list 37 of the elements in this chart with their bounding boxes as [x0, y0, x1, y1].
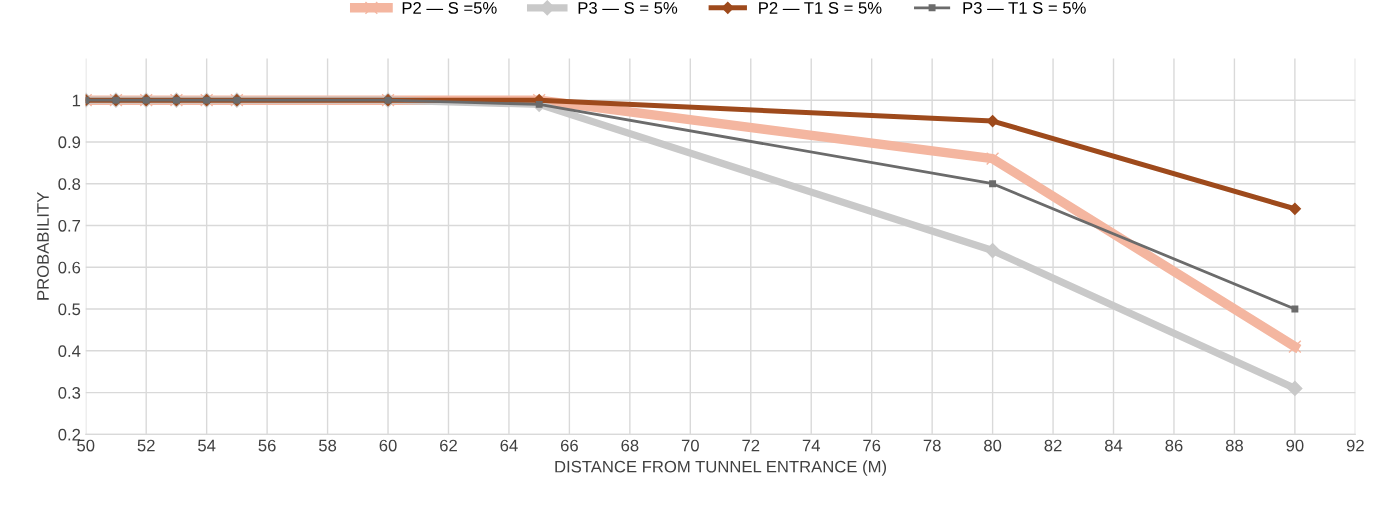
x-tick-label: 60	[379, 439, 397, 452]
y-tick-label: 0.7	[58, 219, 81, 232]
x-tick-label: 52	[137, 439, 155, 452]
y-tick-label: 0.6	[58, 261, 81, 274]
x-tick-label: 80	[984, 439, 1002, 452]
x-tick-label: 72	[742, 439, 760, 452]
x-tick-label: 84	[1104, 439, 1123, 452]
x-tick-label: 76	[863, 439, 881, 452]
y-tick-label: 1	[72, 94, 81, 107]
x-tick-label: 64	[500, 439, 518, 452]
x-tick-label: 58	[318, 439, 337, 452]
y-tick-label: 0.9	[58, 136, 81, 149]
x-tick-label: 68	[621, 439, 639, 452]
x-tick-label: 54	[198, 439, 216, 452]
x-tick-label: 50	[77, 439, 95, 452]
y-tick-label: 0.5	[58, 303, 81, 316]
x-axis-title: DISTANCE FROM TUNNEL ENTRANCE (M)	[555, 460, 887, 476]
x-tick-label: 92	[1346, 439, 1364, 452]
y-tick-label: 0.8	[58, 178, 81, 190]
x-tick-label: 56	[258, 439, 276, 452]
y-tick-label: 0.2	[58, 428, 81, 441]
legend-label: P2 — T1 S = 5%	[759, 2, 882, 14]
x-tick-label: 86	[1165, 439, 1183, 452]
legend-label: P3 — T1 S = 5%	[963, 2, 1086, 14]
x-tick-label: 78	[923, 439, 941, 452]
legend-label: P2 — S =5%	[402, 2, 497, 14]
x-tick-label: 66	[560, 439, 578, 452]
x-tick-label: 88	[1225, 439, 1243, 452]
legend-label: P3 — S = 5%	[578, 2, 678, 14]
y-tick-label: 0.3	[58, 386, 81, 399]
x-tick-label: 82	[1044, 439, 1062, 452]
x-tick-label: 74	[802, 439, 821, 452]
x-tick-label: 62	[440, 439, 457, 452]
y-tick-label: 0.4	[58, 345, 81, 358]
y-axis-title: PROBABILITY	[37, 192, 49, 300]
x-tick-label: 90	[1286, 439, 1304, 452]
x-tick-label: 70	[681, 439, 699, 452]
